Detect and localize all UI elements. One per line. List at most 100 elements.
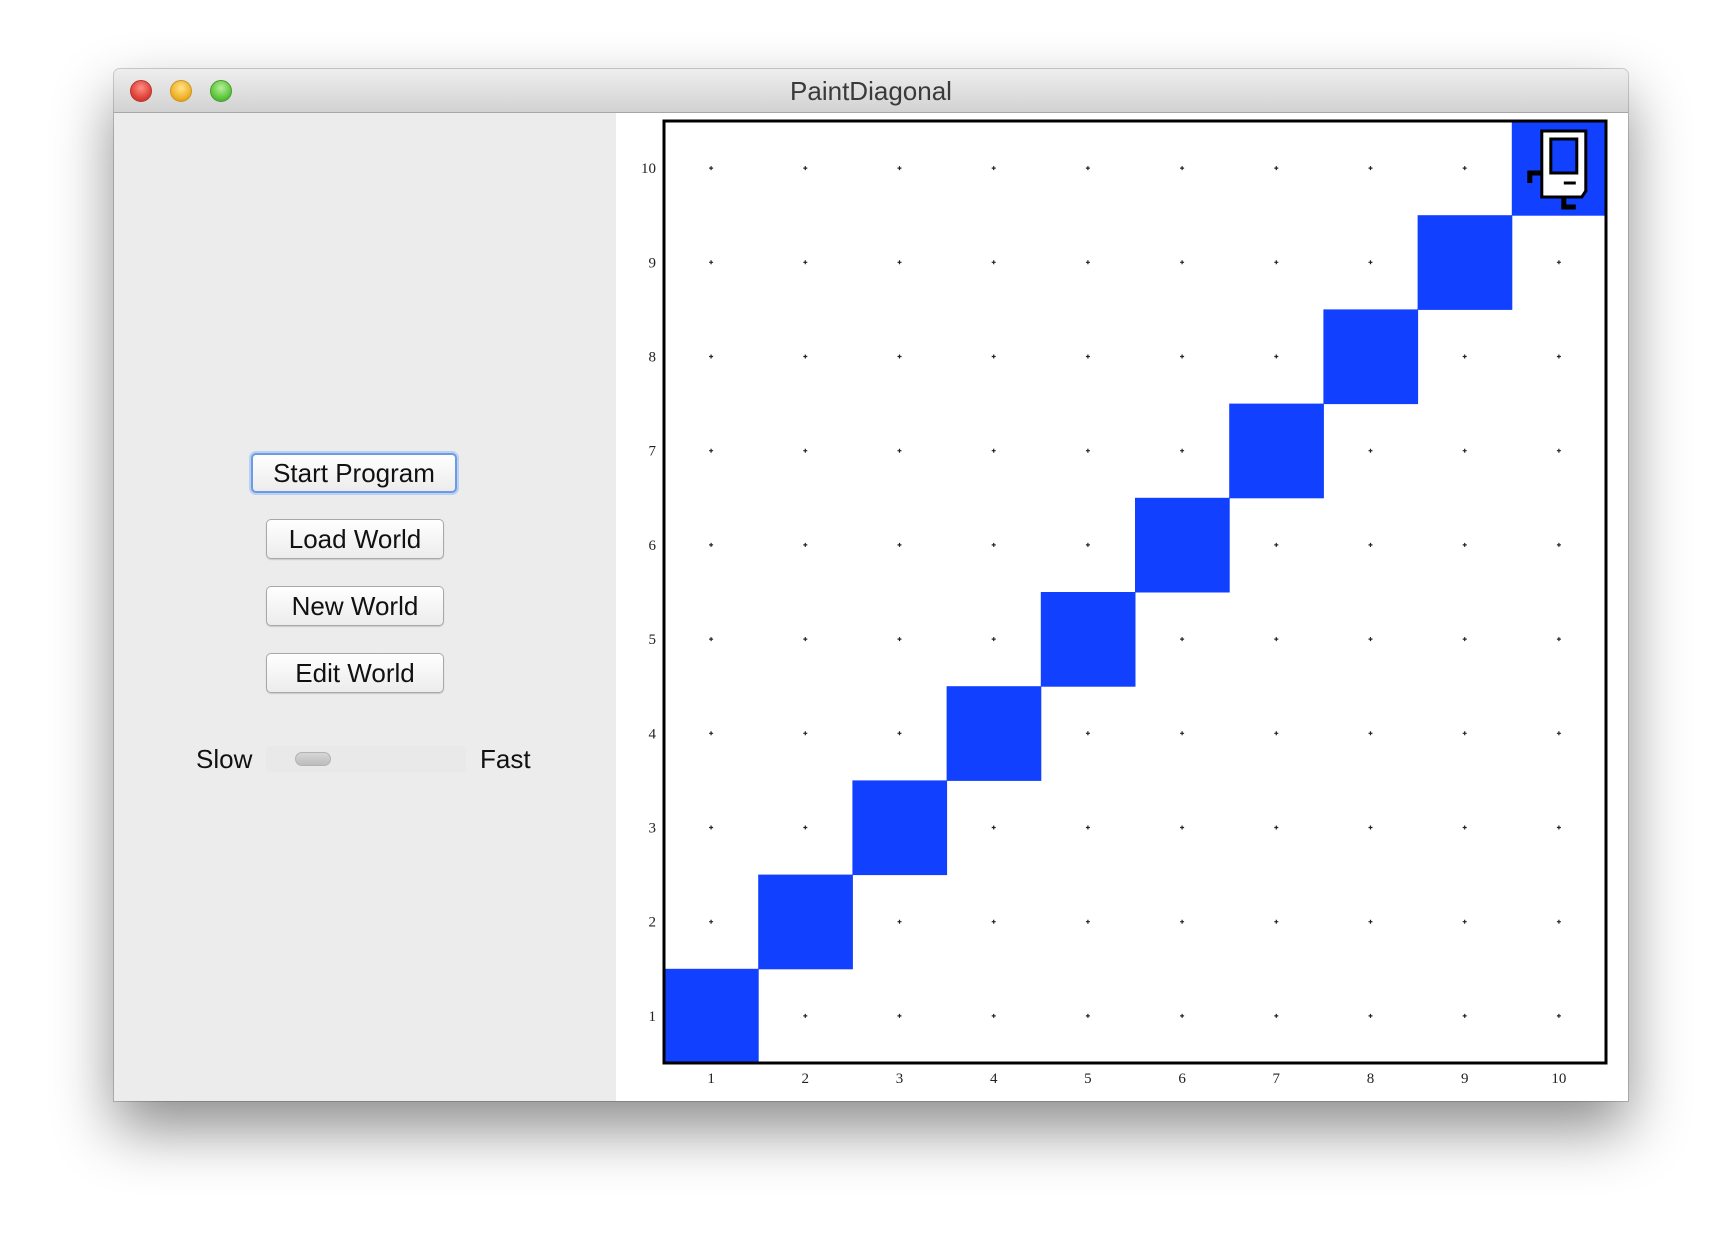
corner-marker — [1462, 1013, 1467, 1018]
x-axis-label: 8 — [1367, 1071, 1375, 1087]
corner-marker — [1274, 825, 1279, 830]
corner-marker — [1556, 731, 1561, 736]
corner-marker — [1274, 637, 1279, 642]
corner-marker — [897, 448, 902, 453]
corner-marker — [803, 1013, 808, 1018]
corner-marker — [897, 542, 902, 547]
corner-marker — [1556, 1013, 1561, 1018]
corner-marker — [897, 260, 902, 265]
y-axis-label: 6 — [649, 538, 657, 554]
y-axis-label: 1 — [649, 1009, 657, 1025]
edit-world-button[interactable]: Edit World — [266, 653, 444, 693]
minimize-window-button[interactable] — [170, 80, 192, 102]
corner-marker — [803, 542, 808, 547]
corner-marker — [1274, 731, 1279, 736]
corner-marker — [1180, 825, 1185, 830]
corner-marker — [1180, 637, 1185, 642]
corner-marker — [1556, 354, 1561, 359]
corner-marker — [1274, 260, 1279, 265]
y-axis-label: 5 — [649, 632, 657, 648]
window-title: PaintDiagonal — [790, 76, 952, 106]
start-program-button[interactable]: Start Program — [251, 453, 457, 493]
corner-marker — [1274, 354, 1279, 359]
corner-marker — [1085, 448, 1090, 453]
painted-corner — [1323, 309, 1419, 405]
corner-marker — [1368, 166, 1373, 171]
corner-marker — [1462, 637, 1467, 642]
painted-corner — [1135, 497, 1230, 593]
corner-marker — [1274, 542, 1279, 547]
corner-marker — [1085, 825, 1090, 830]
corner-marker — [1556, 542, 1561, 547]
corner-marker — [897, 637, 902, 642]
corner-marker — [991, 542, 996, 547]
karel-robot-icon — [1527, 129, 1588, 210]
corner-marker — [1368, 825, 1373, 830]
corner-marker — [991, 354, 996, 359]
x-axis-label: 3 — [896, 1071, 904, 1087]
world-border — [662, 119, 1608, 1065]
y-axis-label: 3 — [649, 821, 657, 837]
painted-corner — [664, 968, 759, 1064]
corner-marker — [1556, 919, 1561, 924]
corner-marker — [1085, 354, 1090, 359]
corner-marker — [803, 825, 808, 830]
corner-marker — [1274, 166, 1279, 171]
corner-marker — [803, 448, 808, 453]
close-window-button[interactable] — [130, 80, 152, 102]
corner-marker — [1180, 731, 1185, 736]
corner-marker — [1180, 448, 1185, 453]
painted-corner — [852, 780, 948, 876]
x-axis-label: 7 — [1273, 1071, 1281, 1087]
x-axis-label: 6 — [1178, 1071, 1186, 1087]
corner-marker — [709, 542, 714, 547]
corner-marker — [1180, 260, 1185, 265]
speed-slow-label: Slow — [196, 744, 253, 774]
corner-marker — [1180, 354, 1185, 359]
corner-marker — [1556, 448, 1561, 453]
corner-marker — [897, 354, 902, 359]
x-axis-label: 4 — [990, 1071, 998, 1087]
corner-marker — [991, 260, 996, 265]
corner-marker — [991, 919, 996, 924]
y-axis-label: 9 — [649, 255, 657, 271]
corner-marker — [1368, 637, 1373, 642]
corner-marker — [803, 166, 808, 171]
corner-marker — [897, 919, 902, 924]
painted-corner — [1229, 403, 1324, 499]
corner-marker — [1085, 1013, 1090, 1018]
new-world-button[interactable]: New World — [266, 586, 444, 626]
corner-marker — [1462, 731, 1467, 736]
corner-marker — [1085, 731, 1090, 736]
title-bar[interactable]: PaintDiagonal — [114, 69, 1628, 113]
karel-world-grid[interactable]: 1 2 3 4 5 6 7 8 9 10 1 2 3 4 5 6 7 8 9 10 — [616, 113, 1628, 1101]
corner-marker — [1180, 166, 1185, 171]
corner-marker — [1274, 919, 1279, 924]
corner-marker — [1462, 448, 1467, 453]
x-axis-label: 2 — [802, 1071, 810, 1087]
speed-slider-thumb[interactable] — [294, 752, 331, 766]
corner-marker — [803, 731, 808, 736]
zoom-window-button[interactable] — [210, 80, 232, 102]
corner-marker — [803, 637, 808, 642]
corner-marker — [1368, 448, 1373, 453]
corner-marker — [1085, 166, 1090, 171]
corner-marker — [991, 448, 996, 453]
corner-marker — [803, 354, 808, 359]
x-axis-label: 1 — [707, 1071, 715, 1087]
corner-marker — [709, 919, 714, 924]
corner-marker — [803, 260, 808, 265]
corner-marker — [1368, 919, 1373, 924]
x-axis-label: 10 — [1551, 1071, 1566, 1087]
control-panel: Start Program Load World New World Edit … — [114, 113, 616, 1101]
corner-marker — [1462, 166, 1467, 171]
corner-marker — [1462, 354, 1467, 359]
corner-marker — [1368, 1013, 1373, 1018]
corner-marker — [1274, 1013, 1279, 1018]
load-world-button[interactable]: Load World — [266, 519, 444, 559]
y-axis-label: 8 — [649, 350, 657, 366]
corner-marker — [709, 637, 714, 642]
corner-marker — [709, 166, 714, 171]
corner-marker — [709, 731, 714, 736]
corner-marker — [709, 354, 714, 359]
